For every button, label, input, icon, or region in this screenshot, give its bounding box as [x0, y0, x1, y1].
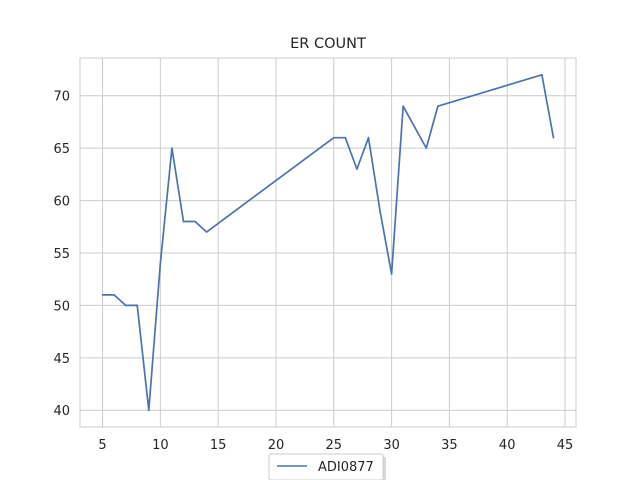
y-tick-label: 65 — [53, 142, 70, 157]
y-tick-label: 55 — [53, 247, 70, 262]
x-tick-label: 30 — [383, 438, 400, 453]
y-tick-label: 50 — [53, 299, 70, 314]
y-tick-label: 60 — [53, 195, 70, 210]
data-point — [182, 220, 185, 223]
data-point — [425, 147, 428, 149]
data-point — [194, 220, 196, 223]
y-tick-label: 70 — [53, 90, 70, 105]
x-tick-label: 10 — [152, 438, 169, 453]
x-tick-label: 40 — [499, 438, 516, 453]
grid — [80, 58, 576, 427]
data-point — [356, 168, 358, 170]
data-point — [159, 262, 162, 265]
data-point — [344, 136, 347, 139]
data-point — [205, 231, 208, 233]
data-point — [171, 147, 173, 149]
chart-title: ER COUNT — [290, 36, 366, 52]
x-tick-label: 25 — [326, 438, 343, 453]
data-point — [552, 136, 555, 139]
x-tick-label: 45 — [557, 438, 574, 453]
y-tick-label: 45 — [53, 352, 70, 367]
data-point — [147, 409, 150, 412]
data-point — [101, 294, 104, 296]
x-tick-label: 15 — [210, 438, 227, 453]
plot-frame — [79, 57, 577, 428]
legend-box — [268, 453, 384, 480]
x-tick-label: 5 — [98, 438, 106, 453]
data-point — [367, 136, 370, 139]
data-point — [332, 136, 335, 139]
x-tick-label: 20 — [268, 438, 285, 453]
data-point — [124, 304, 127, 307]
data-point — [136, 304, 139, 307]
y-tick-label: 40 — [53, 404, 70, 419]
x-tick-label: 35 — [441, 438, 458, 453]
series-layer — [101, 73, 555, 412]
data-point — [113, 294, 115, 296]
legend-label: ADI0877 — [318, 460, 374, 475]
data-point — [541, 73, 543, 76]
x-tick-labels: 5 10 15 20 25 30 35 40 45 — [98, 438, 573, 453]
data-point — [390, 273, 393, 275]
data-point — [437, 105, 439, 108]
data-point — [402, 105, 404, 108]
legend: ADI0877 — [268, 453, 386, 480]
data-point — [379, 210, 381, 212]
y-tick-labels: 40 45 50 55 60 65 70 — [53, 90, 70, 419]
